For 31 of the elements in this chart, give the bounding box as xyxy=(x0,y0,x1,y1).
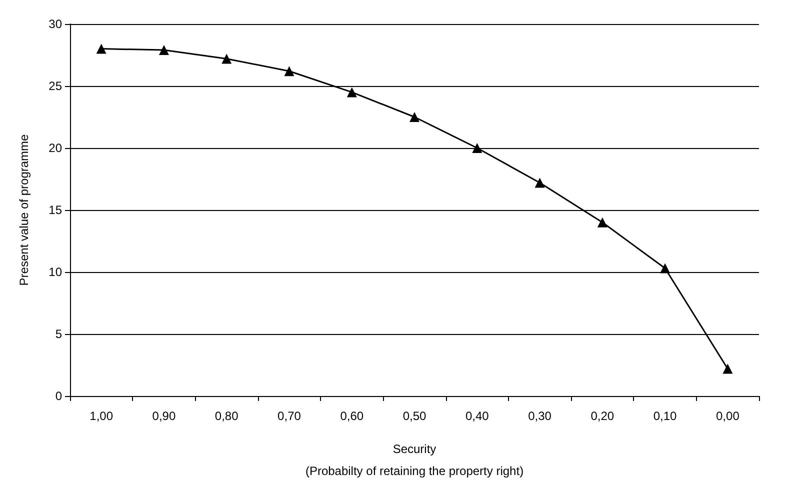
y-tick-label: 15 xyxy=(48,203,62,217)
point xyxy=(472,143,482,153)
y-tick-label: 10 xyxy=(48,265,62,279)
point xyxy=(722,364,733,374)
x-tick-label: 0,30 xyxy=(528,409,552,423)
y-tick-label: 5 xyxy=(55,327,62,341)
point xyxy=(96,44,106,54)
x-tick-label: 0,20 xyxy=(590,409,614,423)
point xyxy=(597,217,608,228)
point xyxy=(158,45,169,56)
point xyxy=(284,66,294,76)
x-tick-label: 0,50 xyxy=(402,409,426,423)
point xyxy=(410,112,420,122)
x-tick-label: 0,70 xyxy=(278,409,302,423)
y-tick-label: 0 xyxy=(55,389,62,403)
point xyxy=(222,54,232,64)
point xyxy=(534,178,545,188)
x-tick-label: 0,90 xyxy=(152,409,176,423)
x-tick-label: 0,10 xyxy=(653,409,678,423)
y-tick-label: 20 xyxy=(48,141,62,155)
point xyxy=(346,87,357,98)
y-axis-title: Present value of programme xyxy=(17,134,31,286)
x-tick-label: 1,00 xyxy=(90,409,114,423)
y-tick-label: 30 xyxy=(48,17,62,31)
point xyxy=(660,263,670,274)
y-tick-label: 25 xyxy=(48,79,62,93)
x-tick-label: 0,60 xyxy=(340,409,364,423)
x-axis-title: Security (Probabilty of retaining the property right) xyxy=(305,442,524,478)
x-tick-label: 0,00 xyxy=(716,409,740,423)
x-tick-label: 0,40 xyxy=(465,409,490,423)
x-tick-label: 0,80 xyxy=(214,409,239,423)
